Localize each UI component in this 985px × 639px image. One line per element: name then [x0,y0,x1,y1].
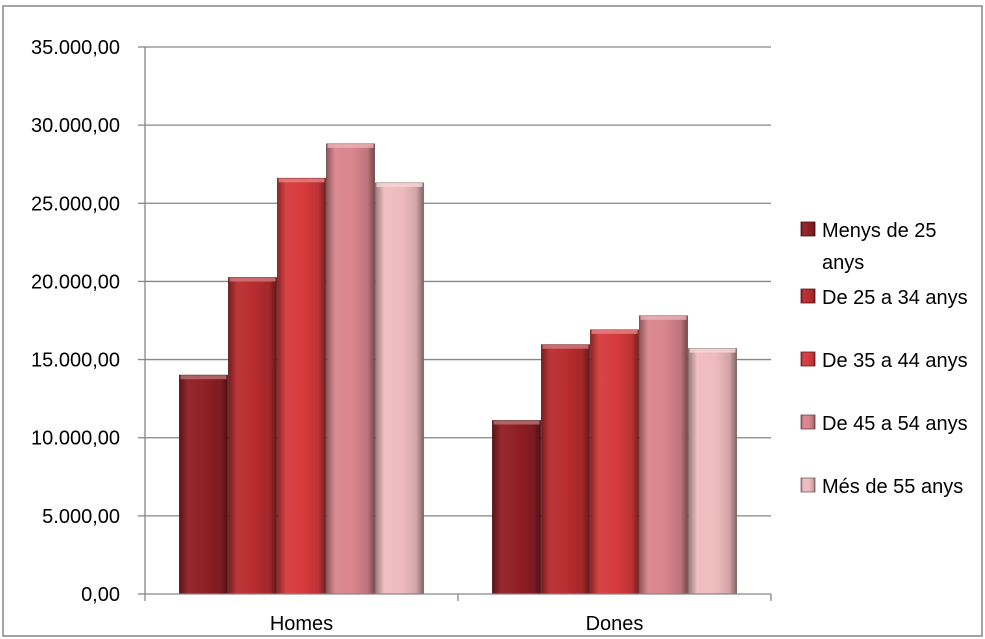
y-tick-label: 0,00 [81,584,120,606]
bar-top-highlight [591,329,638,334]
bar-top-highlight [640,315,687,320]
x-tick-label: Homes [270,613,333,635]
legend-swatch [800,221,816,237]
legend-label: De 45 a 54 anys [822,413,968,435]
bar-top-highlight [542,344,589,349]
bar-homes-de-35-a-44-anys [277,177,326,595]
axes: 0,00 5.000,00 10.000,00 15.000,00 20.000,00 2… [31,37,772,635]
legend-swatch [800,351,816,367]
bar-top-highlight [689,348,736,353]
bar-top-highlight [327,143,374,148]
bar-dones-mes-de-55-anys [688,348,737,595]
bar-dones-de-35-a-44-anys [590,329,639,595]
bar-homes-mes-de-55-anys [375,182,424,595]
bar-top-highlight [376,182,423,187]
legend-label: Menys de 25 [822,220,937,242]
bar-homes-menys-de-25-anys [179,374,228,595]
y-tick-label: 25.000,00 [31,193,120,215]
legend-label: Més de 55 anys [822,476,963,498]
bar-dones-de-45-a-54-anys [639,315,688,595]
y-tick-label: 35.000,00 [31,37,120,59]
y-tick-label: 15.000,00 [31,350,120,372]
bar-homes-de-45-a-54-anys [326,143,375,595]
y-tick-label: 30.000,00 [31,115,120,137]
bar-top-highlight [229,277,276,282]
y-tick-label: 10.000,00 [31,428,120,450]
bar-top-highlight [493,420,540,425]
bars [179,143,737,595]
bar-dones-de-25-a-34-anys [541,344,590,595]
legend-label: De 25 a 34 anys [822,287,968,309]
bar-homes-de-25-a-34-anys [228,277,277,595]
legend: Menys de 25 anys De 25 a 34 anys De 35 a 44… [800,220,968,498]
bar-dones-menys-de-25-anys [492,420,541,595]
legend-swatch [800,288,816,304]
y-tick-label: 5.000,00 [42,506,120,528]
legend-swatch [800,477,816,493]
bar-top-highlight [278,178,325,183]
y-tick-label: 20.000,00 [31,271,120,293]
bar-top-highlight [180,375,227,380]
legend-label: De 35 a 44 anys [822,350,968,372]
x-tick-label: Dones [586,613,644,635]
legend-label: anys [822,252,864,274]
legend-swatch [800,414,816,430]
